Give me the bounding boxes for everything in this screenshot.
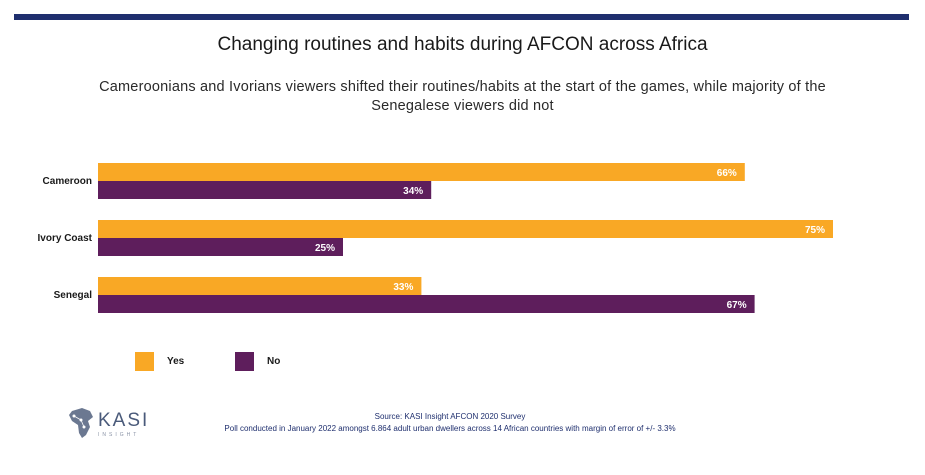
bar-yes-ivory-coast bbox=[98, 220, 833, 238]
logo-wordmark: KASI bbox=[98, 410, 150, 431]
data-label-no-cameroon: 34% bbox=[403, 186, 423, 197]
source-line-2: Poll conducted in January 2022 amongst 6… bbox=[224, 424, 676, 433]
category-label-ivory-coast: Ivory Coast bbox=[38, 233, 93, 244]
logo-tagline: INSIGHT bbox=[98, 432, 140, 438]
bar-yes-senegal bbox=[98, 277, 422, 295]
source-line-1: Source: KASI Insight AFCON 2020 Survey bbox=[374, 412, 526, 421]
data-label-yes-senegal: 33% bbox=[393, 282, 413, 293]
data-label-no-senegal: 67% bbox=[727, 300, 747, 311]
chart-subtitle: Cameroonians and Ivorians viewers shifte… bbox=[99, 79, 826, 114]
bar-no-senegal bbox=[98, 295, 755, 313]
category-label-senegal: Senegal bbox=[54, 290, 93, 301]
data-label-yes-ivory-coast: 75% bbox=[805, 225, 825, 236]
legend-item-no: No bbox=[235, 351, 280, 371]
category-label-cameroon: Cameroon bbox=[43, 176, 92, 187]
bar-no-ivory-coast bbox=[98, 238, 343, 256]
bar-chart: Cameroon 66% 34% Ivory Coast 75% 25% Senegal 33… bbox=[38, 163, 833, 313]
data-label-no-ivory-coast: 25% bbox=[315, 243, 335, 254]
legend-label-yes: Yes bbox=[167, 355, 185, 367]
source-note: Source: KASI Insight AFCON 2020 Survey P… bbox=[150, 411, 750, 435]
bar-no-cameroon bbox=[98, 181, 432, 199]
kasi-africa-logo-icon bbox=[69, 408, 93, 438]
bar-yes-cameroon bbox=[98, 163, 745, 181]
legend-item-yes: Yes bbox=[135, 351, 184, 371]
data-label-yes-cameroon: 66% bbox=[717, 168, 737, 179]
chart-title: Changing routines and habits during AFCO… bbox=[217, 34, 708, 55]
legend-swatch-no bbox=[235, 351, 254, 371]
header-rule bbox=[14, 14, 909, 20]
legend-label-no: No bbox=[267, 355, 281, 367]
legend-swatch-yes bbox=[135, 351, 154, 371]
